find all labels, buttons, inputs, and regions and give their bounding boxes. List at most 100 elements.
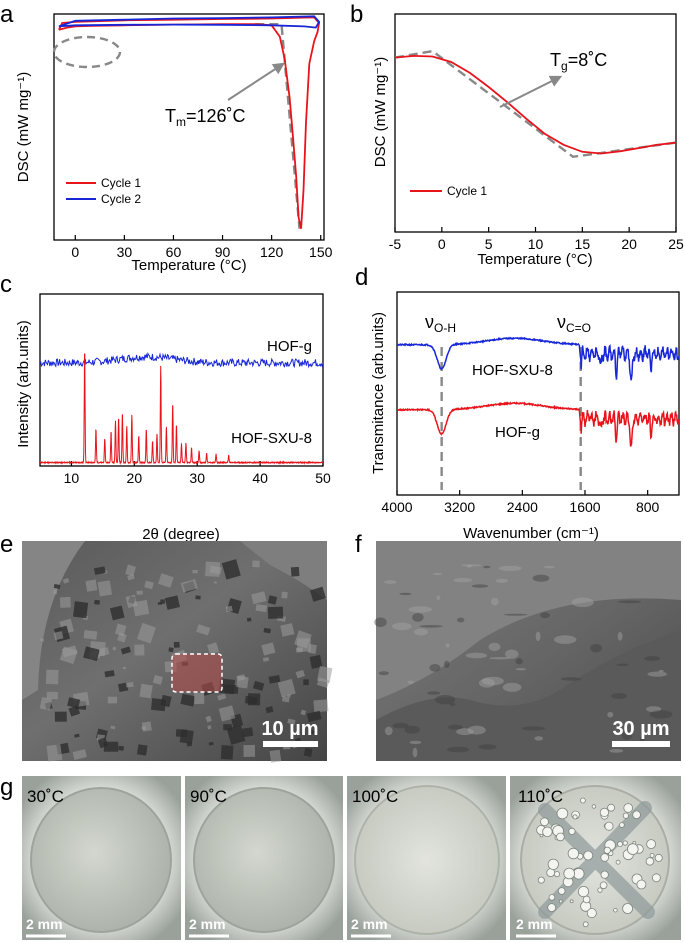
optical-110c-bubble	[586, 908, 597, 919]
sem-e-crystal	[306, 710, 322, 723]
sem-e-crystal	[213, 581, 217, 584]
chart-c-x-ticks: 10 20 30 40 50	[64, 461, 331, 486]
optical-image-30c: 30˚C 2 mm	[22, 776, 181, 940]
sem-e-crystal	[268, 675, 281, 684]
optical-30c-scale-label: 2 mm	[26, 916, 63, 932]
chart-c-frame	[39, 293, 324, 467]
sem-f-texture-mark	[447, 746, 470, 753]
optical-100c-disk	[354, 785, 500, 935]
chart-a-xtick-label-5: 150	[309, 244, 333, 260]
sem-e-crystal	[243, 744, 256, 757]
sem-e-crystal	[207, 642, 220, 655]
sem-f-texture-mark	[478, 678, 495, 688]
sem-e-crystal	[281, 695, 290, 703]
optical-110c-bubble	[597, 887, 603, 893]
sem-e-scale-label: 10 µm	[261, 718, 318, 740]
optical-110c-bubble	[617, 841, 623, 847]
sem-f-texture-mark	[540, 612, 550, 619]
chart-b-xtick-label-5: 20	[621, 236, 637, 252]
sem-f-scale-label: 30 µm	[612, 718, 669, 740]
sem-e-crystal	[120, 646, 131, 655]
sem-e-crystal	[85, 579, 98, 592]
optical-110c-bubble	[537, 876, 545, 884]
sem-f-texture-mark	[392, 622, 412, 631]
sem-e-crystal	[53, 589, 58, 595]
chart-c-series-hofg	[40, 351, 323, 369]
sem-f-texture-mark	[505, 649, 519, 659]
chart-a-legend-1: Cycle 1	[101, 176, 141, 190]
optical-110c-bubble	[580, 797, 586, 804]
sem-f-texture-mark	[498, 565, 522, 572]
chart-a-xlabel: Temperature (°C)	[131, 257, 246, 274]
chart-c-label-hofg: HOF-g	[267, 338, 312, 355]
sem-f-texture-mark	[490, 597, 499, 606]
chart-b-xtick-label-2: 5	[485, 236, 493, 252]
optical-110c-bubble	[599, 807, 610, 818]
chart-d-series-hofsxu8	[397, 336, 679, 381]
chart-a-tg-ellipse	[52, 35, 122, 69]
sem-e-crystal	[72, 601, 89, 619]
sem-f-texture-mark	[453, 578, 472, 583]
optical-90c-label: 90˚C	[190, 787, 227, 806]
sem-e-crystal	[114, 623, 127, 636]
optical-110c-label: 110˚C	[518, 787, 563, 806]
sem-f-texture-mark	[532, 574, 550, 582]
sem-e-crystal	[53, 631, 64, 641]
sem-f-texture-mark	[429, 664, 441, 672]
optical-110c-bubble	[636, 879, 647, 890]
chart-c: 10 20 30 40 50 2θ (degree) Intensity (arb.un…	[15, 293, 331, 543]
sem-f-texture-mark	[611, 693, 627, 699]
sem-e-crystal	[136, 622, 156, 644]
sem-f-texture-mark	[590, 643, 602, 653]
optical-image-110c: 110˚C 2 mm	[510, 776, 681, 940]
sem-e-crystal	[309, 654, 323, 669]
chart-b-legend-1: Cycle 1	[447, 184, 487, 198]
optical-110c-bubble	[558, 899, 563, 904]
chart-d-vline-label-oh: νO-H	[425, 312, 456, 335]
sem-e-crystal	[46, 691, 58, 700]
sem-f-texture-mark	[384, 726, 393, 736]
optical-110c-bubble	[654, 853, 663, 862]
sem-f-texture-mark	[461, 564, 482, 567]
sem-f-texture-mark	[646, 706, 662, 713]
optical-110c-bubble	[542, 826, 553, 838]
optical-image-90c: 90˚C 2 mm	[185, 776, 343, 940]
sem-f-texture-mark	[427, 691, 440, 695]
optical-110c-bubble	[572, 814, 578, 820]
optical-110c-bubble	[603, 846, 611, 854]
sem-e-crystal	[68, 705, 81, 717]
panel-label-c: c	[0, 271, 12, 298]
chart-c-xtick-label-3: 40	[252, 470, 268, 486]
sem-e-crystal	[295, 647, 303, 653]
sem-e-crystal	[94, 599, 100, 605]
sem-e-crystal	[277, 678, 296, 698]
chart-a-arrow	[227, 62, 286, 101]
optical-30c-label: 30˚C	[27, 787, 64, 806]
sem-e-crystal	[192, 569, 198, 574]
sem-e-crystal	[309, 586, 326, 602]
sem-e-crystal	[281, 591, 288, 599]
optical-110c-bubble	[623, 803, 633, 813]
sem-e-crystal	[244, 695, 258, 705]
sem-f-texture-mark	[483, 565, 491, 569]
optical-110c-scale-label: 2 mm	[516, 916, 553, 932]
sem-e-crystal	[152, 674, 163, 685]
sem-e-crystal	[316, 677, 330, 689]
sem-f-texture-mark	[434, 695, 456, 705]
sem-f-texture-mark	[465, 652, 488, 659]
sem-f-texture-mark	[639, 736, 645, 743]
chart-b-xtick-label-3: 10	[528, 236, 544, 252]
sem-e-crystal	[74, 733, 80, 738]
sem-f-texture-mark	[515, 668, 527, 671]
chart-d-ylabel: Transmitance (arb.units)	[370, 312, 387, 474]
sem-e-crystal	[196, 624, 211, 636]
sem-f-texture	[374, 564, 673, 758]
optical-110c-bubble	[622, 812, 630, 819]
chart-a-series-cycle2	[58, 15, 321, 29]
optical-110c-bubble	[645, 857, 655, 866]
sem-image-e: 10 µm	[22, 541, 333, 763]
sem-e-crystal	[255, 604, 268, 613]
sem-f-texture-mark	[658, 669, 664, 673]
optical-110c-bubble	[626, 843, 639, 855]
sem-f-texture-mark	[478, 744, 497, 750]
